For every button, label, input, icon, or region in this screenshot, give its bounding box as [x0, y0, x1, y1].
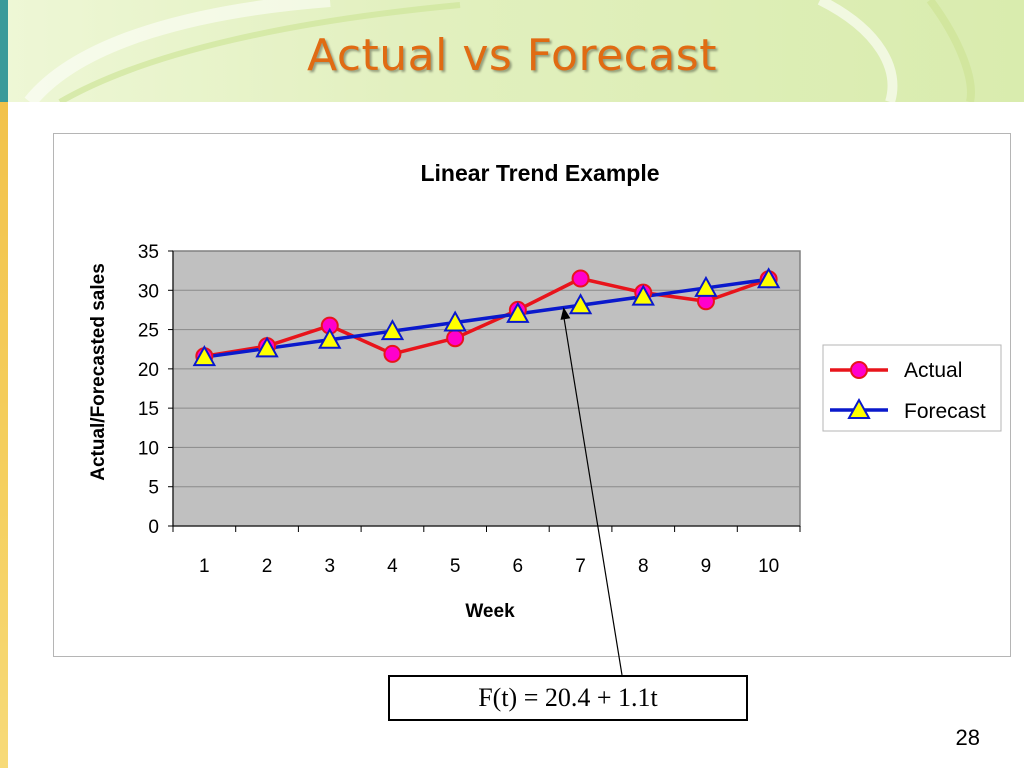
actual-point — [383, 344, 402, 363]
forecast-point — [506, 301, 530, 323]
legend-forecast-marker — [847, 397, 871, 419]
actual-point — [446, 329, 465, 348]
forecast-point — [318, 327, 342, 349]
slide-title: Actual vs Forecast — [307, 30, 717, 81]
header-swoosh-decoration — [24, 0, 975, 102]
x-tick-label: 8 — [638, 556, 649, 577]
x-tick-label: 3 — [324, 556, 335, 577]
left-accent-strip — [0, 102, 8, 768]
actual-series-line — [204, 276, 770, 359]
legend-forecast-label: Forecast — [904, 400, 986, 423]
y-tick-label: 10 — [138, 438, 159, 459]
forecast-point — [631, 284, 655, 306]
y-tick-label: 15 — [138, 399, 159, 420]
slide-header — [0, 0, 1024, 102]
x-tick-label: 7 — [575, 556, 586, 577]
forecast-point — [255, 336, 279, 358]
forecast-point — [443, 310, 467, 332]
actual-point — [571, 269, 590, 288]
forecast-point — [756, 267, 781, 289]
header-accent-bar — [0, 0, 8, 102]
x-tick-label: 10 — [758, 556, 779, 577]
annotation-arrow-line — [562, 315, 623, 676]
y-tick-label: 0 — [148, 517, 159, 538]
y-tick-label: 35 — [138, 242, 159, 263]
y-tick-label: 5 — [148, 478, 159, 499]
x-tick-label: 2 — [262, 556, 273, 577]
legend-actual-label: Actual — [904, 359, 962, 382]
x-axis-label: Week — [465, 601, 515, 622]
forecast-point — [380, 319, 405, 341]
chart-title: Linear Trend Example — [420, 160, 659, 186]
forecast-point — [694, 275, 718, 297]
y-tick-label: 25 — [138, 321, 159, 342]
x-tick-label: 6 — [513, 556, 524, 577]
x-tick-label: 9 — [701, 556, 712, 577]
slide-number: 28 — [955, 725, 980, 750]
legend-actual-marker — [850, 361, 868, 379]
forecast-point — [192, 345, 217, 367]
y-axis-label: Actual/Forecasted sales — [88, 263, 109, 481]
y-tick-label: 20 — [138, 360, 159, 381]
y-tick-label: 30 — [138, 281, 159, 302]
forecast-point — [568, 293, 593, 315]
x-tick-label: 1 — [199, 556, 210, 577]
x-tick-label: 5 — [450, 556, 461, 577]
annotation-arrow-head — [560, 307, 571, 320]
x-tick-label: 4 — [387, 556, 398, 577]
formula-callout: F(t) = 20.4 + 1.1t — [388, 675, 748, 721]
forecast-series-line — [204, 277, 769, 359]
